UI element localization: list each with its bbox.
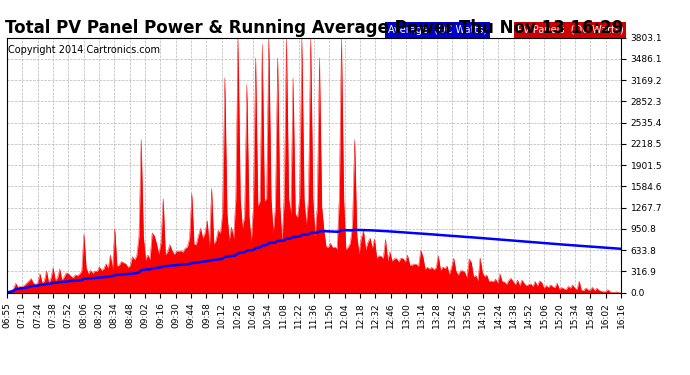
Text: PV Panels  (DC Watts): PV Panels (DC Watts) [517,25,623,35]
Title: Total PV Panel Power & Running Average Power Thu Nov 13 16:29: Total PV Panel Power & Running Average P… [5,20,623,38]
Text: Copyright 2014 Cartronics.com: Copyright 2014 Cartronics.com [8,45,160,55]
Text: Average  (DC Watts): Average (DC Watts) [388,25,486,35]
